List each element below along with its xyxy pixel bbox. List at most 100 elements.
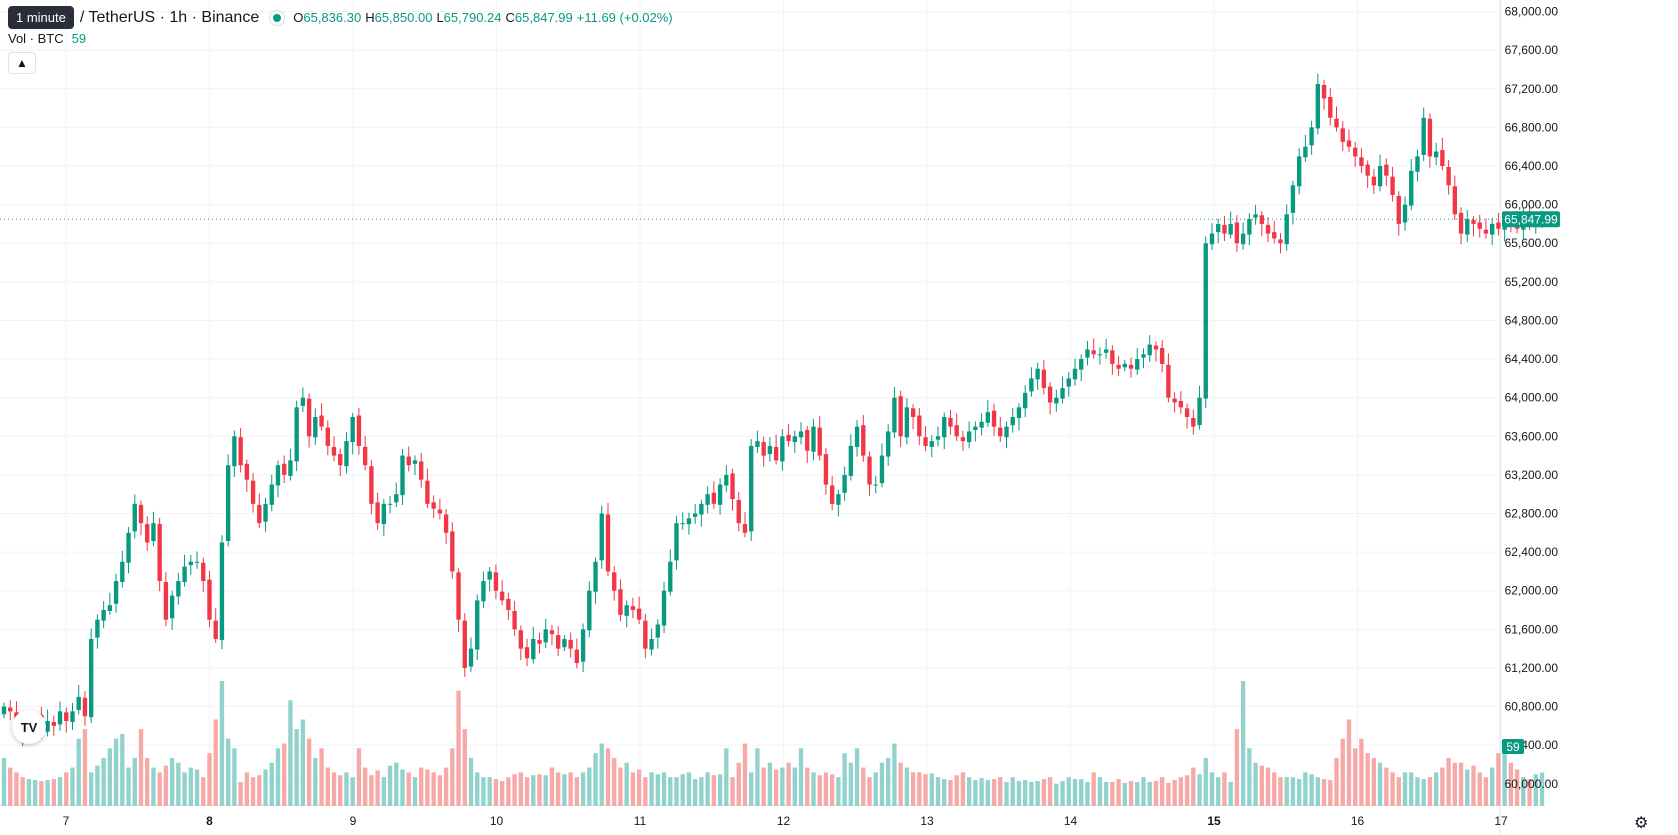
- candle-body: [1471, 220, 1476, 224]
- symbol-title[interactable]: / TetherUS · 1h · Binance: [79, 8, 260, 26]
- candle-body: [145, 524, 150, 543]
- candle-body: [1166, 364, 1171, 398]
- volume-bar: [1072, 779, 1078, 806]
- volume-bar: [1415, 777, 1420, 806]
- candle-body: [742, 524, 748, 533]
- y-tick-label: 62,400.00: [1505, 545, 1559, 559]
- volume-bar: [811, 772, 816, 806]
- volume-bar: [904, 767, 910, 806]
- candle-body: [1153, 345, 1159, 350]
- volume-bar: [910, 772, 916, 806]
- candle-body: [356, 415, 362, 446]
- candle-body: [1159, 347, 1165, 364]
- candle-body: [643, 620, 648, 649]
- volume-bar: [250, 777, 256, 806]
- volume-bar: [1359, 738, 1364, 806]
- volume-bar: [1483, 777, 1489, 806]
- volume-bar: [1409, 772, 1414, 806]
- volume-legend-label: Vol · BTC: [8, 31, 64, 46]
- candle-body: [1377, 166, 1383, 187]
- candle-body: [132, 503, 137, 532]
- gear-icon[interactable]: ⚙: [1634, 815, 1649, 832]
- volume-bar: [730, 777, 735, 806]
- volume-bar: [555, 772, 561, 806]
- candle-body: [120, 561, 125, 583]
- candle-body: [362, 446, 368, 466]
- volume-bar: [475, 772, 480, 806]
- candle-body: [450, 531, 455, 572]
- volume-bar: [257, 775, 262, 806]
- volume-bar: [829, 774, 835, 806]
- volume-bar: [263, 769, 268, 806]
- candle-body: [1004, 426, 1009, 438]
- market-status-icon[interactable]: [269, 9, 286, 26]
- candle-body: [998, 427, 1003, 437]
- candle-body: [1384, 164, 1389, 176]
- volume-bar: [1041, 779, 1047, 806]
- volume-bar: [1097, 777, 1103, 806]
- y-tick-label: 65,200.00: [1505, 275, 1559, 289]
- volume-bar: [132, 757, 137, 806]
- volume-bar: [1465, 769, 1470, 806]
- volume-bar: [419, 767, 424, 806]
- volume-bar: [219, 681, 225, 806]
- volume-bar: [680, 774, 685, 806]
- candle-body: [1346, 140, 1352, 147]
- candle-body: [518, 630, 523, 649]
- candle-body: [910, 408, 916, 417]
- volume-bar: [1103, 781, 1109, 806]
- volume-bar: [95, 765, 100, 806]
- volume-bar: [749, 772, 754, 806]
- open-value: O65,836.30: [293, 10, 362, 25]
- candle-body: [1234, 222, 1240, 244]
- candle-body: [1259, 215, 1264, 224]
- candle-body: [848, 445, 854, 476]
- volume-bar: [786, 762, 791, 806]
- collapse-legend-button[interactable]: ▲: [8, 52, 36, 74]
- volume-bar: [1421, 779, 1426, 806]
- candle-body: [375, 502, 380, 524]
- candle-body: [88, 638, 94, 718]
- candle-body: [618, 589, 623, 615]
- volume-bar: [493, 779, 499, 806]
- candle-body: [773, 446, 779, 461]
- volume-bar: [412, 777, 418, 806]
- volume-bar: [1166, 782, 1171, 806]
- candle-body: [917, 415, 922, 437]
- candle-body: [400, 455, 405, 496]
- last-price-badge: [1502, 211, 1560, 228]
- candle-body: [188, 561, 193, 566]
- volume-bar: [51, 779, 56, 806]
- volume-bar: [991, 779, 997, 806]
- candle-body: [325, 427, 330, 446]
- volume-bar: [948, 780, 953, 806]
- candle-body: [1334, 118, 1339, 128]
- volume-bar: [661, 772, 667, 806]
- volume-bar: [886, 757, 891, 806]
- x-tick-label: 14: [1064, 814, 1078, 828]
- volume-bar: [350, 777, 355, 806]
- volume-bar: [1502, 748, 1507, 806]
- candle-body: [1303, 146, 1308, 158]
- volume-bar: [537, 774, 542, 806]
- candle-body: [319, 415, 324, 427]
- candle-body: [157, 524, 162, 582]
- candle-body: [587, 590, 592, 631]
- candle-body: [661, 590, 667, 626]
- candle-body: [1097, 354, 1103, 356]
- volume-bar: [998, 777, 1003, 806]
- y-tick-label: 61,200.00: [1505, 661, 1559, 675]
- candle-body: [419, 461, 424, 480]
- candle-body: [1402, 204, 1408, 223]
- volume-bar: [1035, 781, 1040, 806]
- tradingview-logo[interactable]: TV: [12, 710, 46, 744]
- candle-body: [1, 706, 7, 715]
- volume-bar: [512, 774, 517, 806]
- candle-body: [1240, 233, 1246, 245]
- candle-body: [736, 499, 741, 524]
- volume-bar: [313, 757, 318, 806]
- volume-bar: [282, 743, 287, 806]
- candle-body: [1135, 359, 1140, 370]
